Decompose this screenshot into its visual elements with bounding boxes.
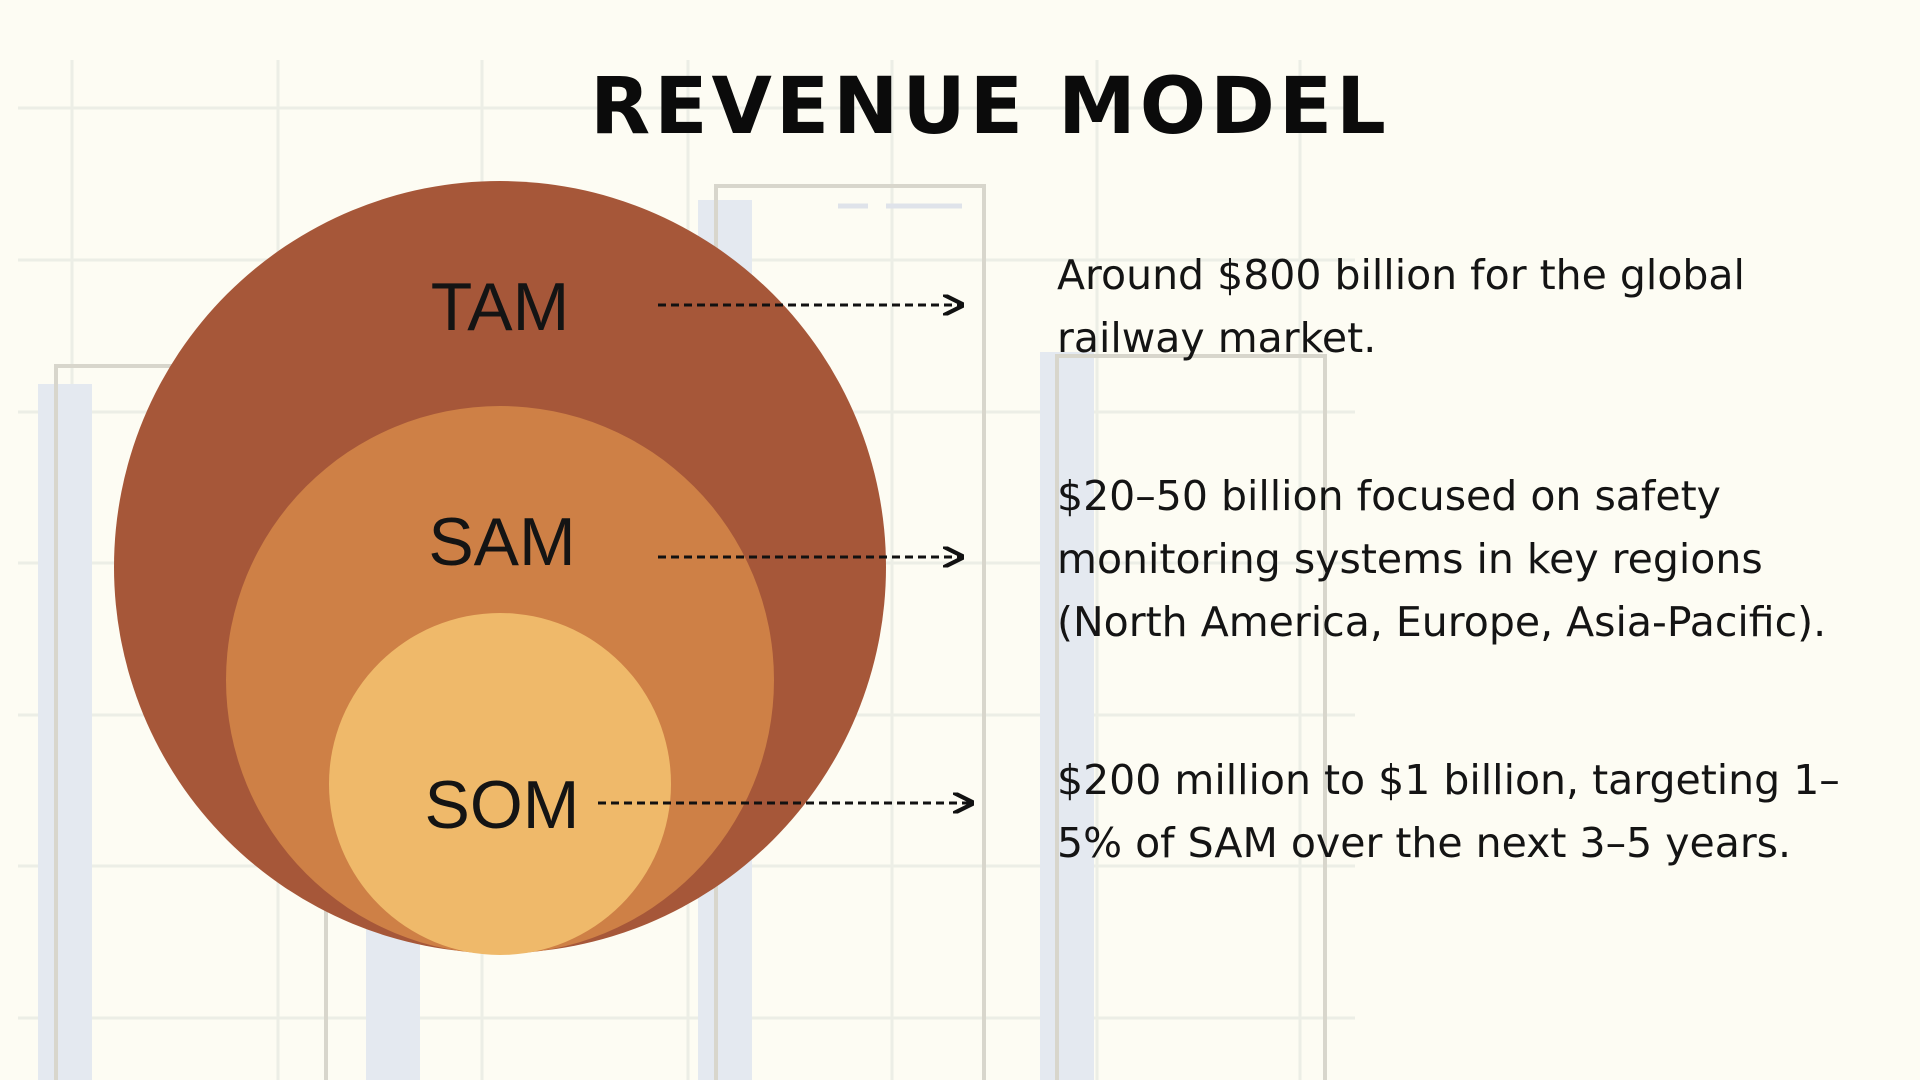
- tam-description: Around $800 billion for the global railw…: [1057, 251, 1745, 362]
- som-circle: [329, 613, 671, 955]
- som-description: $200 million to $1 billion, targeting 1–…: [1057, 756, 1840, 867]
- page-title: REVENUE MODEL: [590, 62, 1390, 152]
- tam-label: TAM: [431, 269, 570, 345]
- som-label: SOM: [425, 767, 580, 843]
- sam-label: SAM: [428, 504, 575, 580]
- sam-description: $20–50 billion focused on safety monitor…: [1057, 472, 1827, 646]
